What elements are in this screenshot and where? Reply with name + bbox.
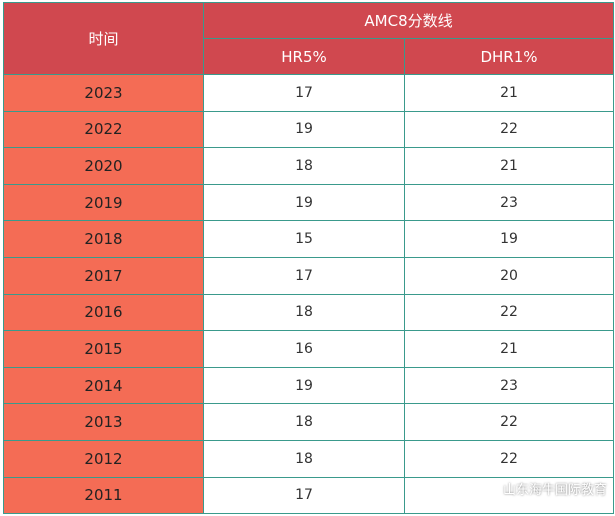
header-dhr1: DHR1% xyxy=(403,38,615,75)
dhr-cell: 22 xyxy=(403,439,615,478)
year-cell: 2013 xyxy=(3,403,204,441)
table-row: 2020 18 21 xyxy=(3,147,615,185)
year-cell: 2012 xyxy=(3,439,204,478)
hr-cell: 18 xyxy=(203,293,405,332)
dhr-cell xyxy=(403,476,615,515)
table-header: 时间 AMC8分数线 HR5% DHR1% xyxy=(3,2,615,75)
hr-cell: 16 xyxy=(203,330,405,368)
year-cell: 2020 xyxy=(3,147,204,185)
hr-cell: 19 xyxy=(203,110,405,149)
dhr-cell: 22 xyxy=(403,110,615,149)
dhr-cell: 23 xyxy=(403,366,615,405)
table-row: 2011 17 xyxy=(3,476,615,515)
header-time: 时间 xyxy=(3,2,204,75)
hr-cell: 18 xyxy=(203,147,405,185)
hr-cell: 19 xyxy=(203,366,405,405)
watermark-text: 山东海牛国际教育 xyxy=(502,483,607,498)
dhr-cell: 21 xyxy=(403,147,615,185)
table-row: 2019 19 23 xyxy=(3,183,615,222)
year-cell: 2014 xyxy=(3,366,204,405)
dhr-cell: 22 xyxy=(403,403,615,441)
table-row: 2012 18 22 xyxy=(3,439,615,478)
table-row: 2017 17 20 xyxy=(3,256,615,295)
hr-cell: 15 xyxy=(203,220,405,258)
year-cell: 2022 xyxy=(3,110,204,149)
wechat-icon xyxy=(481,481,499,495)
table-row: 2018 15 19 xyxy=(3,220,615,258)
hr-cell: 19 xyxy=(203,183,405,222)
year-cell: 2019 xyxy=(3,183,204,222)
dhr-cell: 20 xyxy=(403,256,615,295)
amc8-score-table: 时间 AMC8分数线 HR5% DHR1% 2023 17 21 2022 19… xyxy=(3,2,615,515)
table-body: 2023 17 21 2022 19 22 2020 18 21 2019 19… xyxy=(3,74,615,515)
year-cell: 2018 xyxy=(3,220,204,258)
dhr-cell: 23 xyxy=(403,183,615,222)
table-row: 2023 17 21 xyxy=(3,74,615,112)
watermark: 山东海牛国际教育 xyxy=(481,479,607,498)
dhr-cell: 19 xyxy=(403,220,615,258)
year-cell: 2017 xyxy=(3,256,204,295)
hr-cell: 17 xyxy=(203,256,405,295)
hr-cell: 18 xyxy=(203,439,405,478)
table-row: 2016 18 22 xyxy=(3,293,615,332)
table-row: 2022 19 22 xyxy=(3,110,615,149)
header-amc8-cutoff: AMC8分数线 xyxy=(202,2,615,39)
dhr-cell: 21 xyxy=(403,74,615,112)
hr-cell: 18 xyxy=(203,403,405,441)
year-cell: 2016 xyxy=(3,293,204,332)
header-hr5: HR5% xyxy=(203,38,405,75)
year-cell: 2023 xyxy=(3,74,204,112)
year-cell: 2015 xyxy=(3,330,204,368)
table-row: 2013 18 22 xyxy=(3,403,615,441)
hr-cell: 17 xyxy=(203,476,405,515)
year-cell: 2011 xyxy=(3,476,204,515)
dhr-cell: 21 xyxy=(403,330,615,368)
dhr-cell: 22 xyxy=(403,293,615,332)
hr-cell: 17 xyxy=(203,74,405,112)
table-row: 2014 19 23 xyxy=(3,366,615,405)
table-row: 2015 16 21 xyxy=(3,330,615,368)
